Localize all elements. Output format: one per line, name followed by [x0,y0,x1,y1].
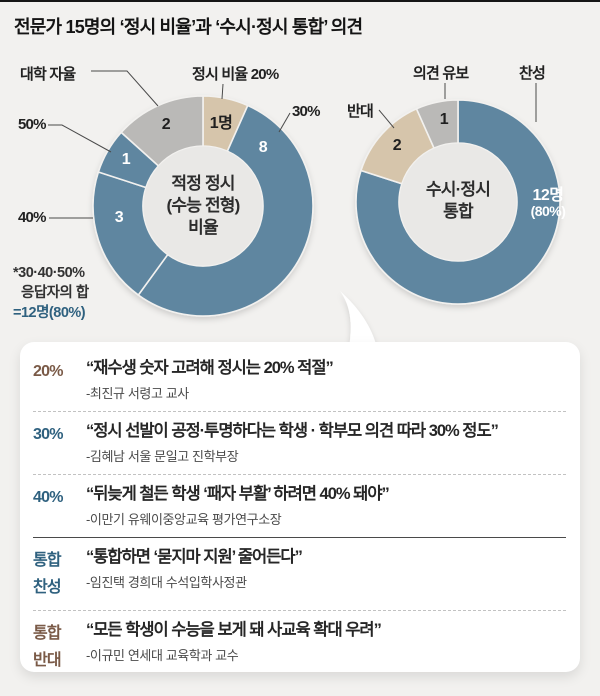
donut-segment [415,99,459,150]
center-line: (수능 전형) [166,196,240,215]
segment-value-reserved: 1 [439,111,449,128]
quote-attribution: -최진규 서령고 교사 [86,386,189,401]
callout-label-30pct: 30% [292,103,320,120]
quote-row-label-line: 반대 [33,652,62,669]
donut-segment [137,104,314,317]
quote-row-label-line: 통합 [33,625,62,642]
footnote-line-2: 응답자의 합 [21,285,89,301]
donut-chart-right [355,99,561,305]
row-divider-dashed [33,474,566,475]
callout-line-30pct [278,112,291,133]
segment-value-univ-choice: 2 [161,116,171,133]
infographic-title: 전문가 15명의 ‘정시 비율’과 ‘수시·정시 통합’ 의견 [14,17,363,37]
speech-bubble-tail [340,291,377,348]
quote-row: 통합 찬성 “통합하면 ‘묻지마 지원’ 줄어든다” -임진택 경희대 수석입학… [33,538,566,610]
top-border [0,0,600,2]
quote-row-label-line: 30% [33,426,63,443]
segment-value-40pct: 3 [114,209,124,226]
quote-row-label: 통합 찬성 [33,546,86,601]
quote-row-label: 20% [33,357,86,402]
quote-row-body: “모든 학생이 수능을 보게 돼 사교육 확대 우려” -이규민 연세대 교육학… [86,619,566,674]
footnote: *30·40·50% 응답자의 합 =12명(80%) [13,263,89,323]
quote-row-label-line: 통합 [33,552,62,569]
quote-row-label-line: 20% [33,363,63,380]
quote-row-body: “정시 선발이 공정·투명하다는 학생 · 학부모 의견 따라 30% 정도” … [86,420,566,465]
quote-bubble: 20% “재수생 숫자 고려해 정시는 20% 적절” -최진규 서령고 교사 … [20,342,580,672]
center-line: 수시·정시 [425,180,491,199]
callout-label-20pct: 정시 비율 20% [192,66,279,83]
quote-row-label: 30% [33,420,86,465]
quote-text: “정시 선발이 공정·투명하다는 학생 · 학부모 의견 따라 30% 정도” [86,422,499,440]
callout-label-40pct: 40% [18,209,46,226]
quote-row-body: “통합하면 ‘묻지마 지원’ 줄어든다” -임진택 경희대 수석입학사정관 [86,546,566,601]
quote-attribution: -김혜남 서울 문일고 진학부장 [86,449,239,464]
quote-attribution: -임진택 경희대 수석입학사정관 [86,575,247,590]
footnote-line-3: =12명(80%) [13,305,86,321]
quote-row-label: 40% [33,483,86,528]
center-line: 통합 [443,202,473,221]
quote-row-label: 통합 반대 [33,619,86,674]
donut-center-label-left: 적정 정시 (수능 전형) 비율 [166,173,240,239]
donut-hole-left [143,146,263,266]
callout-label-reserved: 의견 유보 [413,65,469,82]
row-divider-solid [33,537,566,538]
quote-row: 20% “재수생 숫자 고려해 정시는 20% 적절” -최진규 서령고 교사 [33,349,566,411]
quote-attribution: -이규민 연세대 교육학과 교수 [86,648,239,663]
callout-label-50pct: 50% [18,116,46,133]
quote-row-label-line: 찬성 [33,579,62,596]
segment-value-agree-pct: (80%) [530,203,566,219]
segment-value-30pct: 8 [258,139,268,156]
quote-attribution: -이만기 유웨이중앙교육 평가연구소장 [86,512,282,527]
center-line: 적정 정시 [171,174,235,193]
quote-text: “재수생 숫자 고려해 정시는 20% 적절” [86,359,334,377]
callout-line-oppose [378,109,395,129]
donut-segment [120,95,204,167]
footnote-line-1: *30·40·50% [13,265,85,281]
donut-center-label-right: 수시·정시 통합 [425,179,491,223]
callout-label-oppose: 반대 [347,103,374,120]
quote-text: “통합하면 ‘묻지마 지원’ 줄어든다” [86,548,303,566]
callout-lines [48,70,537,219]
donut-chart-left [92,95,314,317]
segment-value-agree: 12명 [532,187,564,204]
callout-line-50pct [48,124,112,153]
callout-line-univ-choice [91,70,159,107]
quote-row-body: “재수생 숫자 고려해 정시는 20% 적절” -최진규 서령고 교사 [86,357,566,402]
row-divider-dashed [33,411,566,412]
row-divider-dashed [33,610,566,611]
segment-value-oppose: 2 [392,137,402,154]
segment-value-50pct: 1 [121,151,131,168]
quote-row: 통합 반대 “모든 학생이 수능을 보게 돼 사교육 확대 우려” -이규민 연… [33,611,566,683]
quote-text: “뒤늦게 철든 학생 ‘패자 부활’ 하려면 40% 돼야” [86,485,390,503]
callout-label-univ-choice: 대학 자율 [20,66,76,83]
quote-row: 40% “뒤늦게 철든 학생 ‘패자 부활’ 하려면 40% 돼야” -이만기 … [33,475,566,537]
segment-value-20pct: 1명 [209,115,233,132]
center-line: 비율 [188,218,218,237]
donut-segment [355,99,561,305]
quote-row: 30% “정시 선발이 공정·투명하다는 학생 · 학부모 의견 따라 30% … [33,412,566,474]
callout-label-agree: 찬성 [519,65,546,82]
quote-text: “모든 학생이 수능을 보게 돼 사교육 확대 우려” [86,621,382,639]
donut-hole-right [399,143,517,261]
callout-line-20pct [221,83,224,100]
quote-row-label-line: 40% [33,489,63,506]
quote-row-body: “뒤늦게 철든 학생 ‘패자 부활’ 하려면 40% 돼야” -이만기 유웨이중… [86,483,566,528]
